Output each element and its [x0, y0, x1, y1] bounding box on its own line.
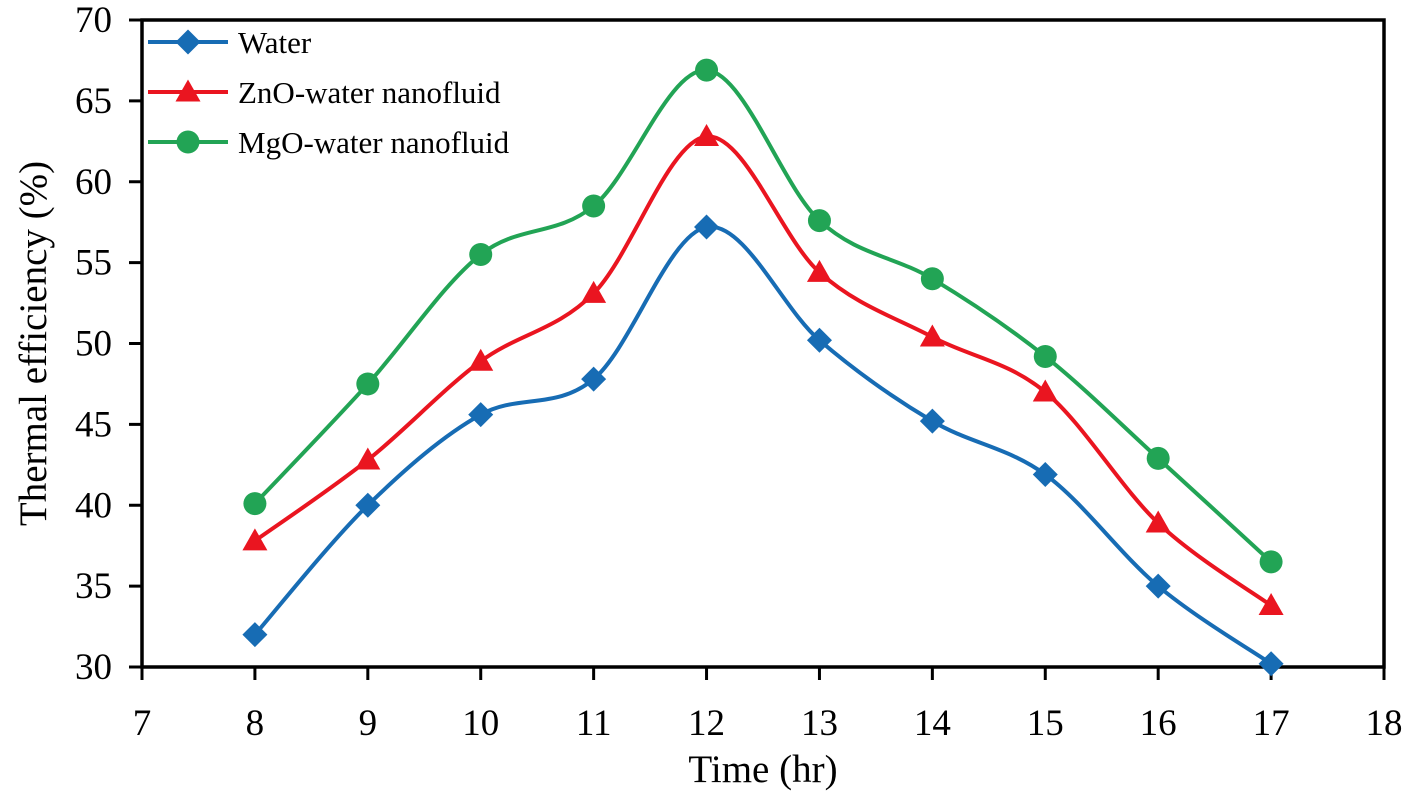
y-tick-label: 50 — [75, 324, 112, 365]
marker-diamond-water — [1032, 462, 1058, 488]
y-tick-label: 35 — [75, 566, 112, 607]
x-tick-label: 11 — [576, 703, 612, 744]
marker-circle-mgo-water-nanofluid — [243, 492, 267, 516]
marker-circle-mgo-water-nanofluid — [1146, 446, 1170, 470]
x-tick-label: 12 — [688, 703, 725, 744]
marker-diamond-water — [919, 408, 945, 434]
legend-triangle-icon — [175, 79, 201, 102]
y-tick-label: 45 — [75, 404, 112, 445]
marker-diamond-water — [581, 366, 607, 392]
series-line-water — [252, 225, 1274, 666]
marker-circle-mgo-water-nanofluid — [582, 194, 606, 218]
marker-diamond-water — [806, 327, 832, 353]
marker-circle-mgo-water-nanofluid — [356, 372, 380, 396]
x-tick-label: 8 — [246, 703, 265, 744]
y-tick-label: 70 — [75, 0, 112, 41]
marker-triangle-zno-water-nanofluid — [806, 259, 832, 282]
marker-triangle-zno-water-nanofluid — [919, 324, 945, 347]
marker-diamond-water — [694, 214, 720, 240]
marker-circle-mgo-water-nanofluid — [920, 267, 944, 291]
marker-circle-mgo-water-nanofluid — [1259, 550, 1283, 574]
marker-triangle-zno-water-nanofluid — [1032, 379, 1058, 402]
x-tick-label: 10 — [462, 703, 499, 744]
x-tick-label: 9 — [359, 703, 378, 744]
x-tick-label: 14 — [914, 703, 951, 744]
marker-diamond-water — [242, 622, 268, 648]
marker-triangle-zno-water-nanofluid — [242, 528, 268, 551]
y-axis-title: Thermal efficiency (%) — [12, 161, 55, 526]
y-tick-label: 55 — [75, 243, 112, 284]
x-tick-label: 15 — [1027, 703, 1064, 744]
legend-item-label: MgO-water nanofluid — [238, 125, 510, 160]
legend-item-label: Water — [238, 25, 312, 60]
legend-diamond-icon — [175, 29, 201, 55]
marker-circle-mgo-water-nanofluid — [469, 243, 493, 267]
x-tick-label: 7 — [133, 703, 152, 744]
x-tick-label: 17 — [1253, 703, 1290, 744]
y-tick-label: 65 — [75, 81, 112, 122]
marker-circle-mgo-water-nanofluid — [1033, 344, 1057, 368]
marker-circle-mgo-water-nanofluid — [807, 209, 831, 233]
y-tick-label: 40 — [75, 485, 112, 526]
marker-triangle-zno-water-nanofluid — [694, 123, 720, 146]
x-tick-label: 16 — [1140, 703, 1177, 744]
marker-triangle-zno-water-nanofluid — [581, 280, 607, 303]
marker-triangle-zno-water-nanofluid — [355, 447, 381, 470]
marker-triangle-zno-water-nanofluid — [1145, 510, 1171, 533]
marker-triangle-zno-water-nanofluid — [1258, 593, 1284, 616]
legend-item-label: ZnO-water nanofluid — [238, 75, 501, 110]
y-tick-label: 30 — [75, 647, 112, 688]
marker-triangle-zno-water-nanofluid — [468, 348, 494, 371]
legend-circle-icon — [176, 130, 200, 154]
x-tick-label: 13 — [801, 703, 838, 744]
marker-diamond-water — [1258, 651, 1284, 677]
y-tick-label: 60 — [75, 162, 112, 203]
marker-diamond-water — [355, 492, 381, 518]
series-line-zno-water-nanofluid — [252, 134, 1274, 608]
x-axis-title: Time (hr) — [688, 748, 837, 791]
marker-circle-mgo-water-nanofluid — [695, 58, 719, 82]
x-tick-label: 18 — [1366, 703, 1403, 744]
marker-diamond-water — [1145, 573, 1171, 599]
marker-diamond-water — [468, 402, 494, 428]
series-line-mgo-water-nanofluid — [252, 68, 1274, 564]
